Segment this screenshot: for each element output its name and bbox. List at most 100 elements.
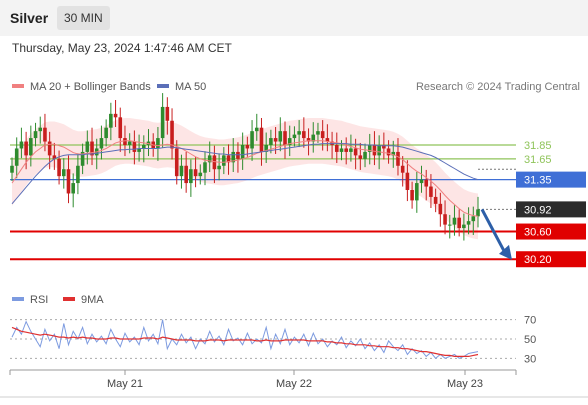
timeframe-badge[interactable]: 30 MIN bbox=[57, 6, 110, 30]
forecast-arrow-head bbox=[499, 244, 512, 260]
candle-body bbox=[222, 155, 226, 166]
candle-body bbox=[466, 221, 471, 225]
ma50-line bbox=[11, 143, 479, 205]
candle-body bbox=[170, 120, 174, 149]
candle-body bbox=[245, 145, 250, 149]
level-tag-text-31.35: 31.35 bbox=[524, 175, 552, 187]
candle-body bbox=[405, 172, 410, 190]
candle-body bbox=[367, 145, 372, 152]
candle-body bbox=[231, 151, 236, 163]
candle-body bbox=[264, 145, 268, 152]
candle-body bbox=[372, 145, 377, 156]
candle-body bbox=[297, 131, 301, 135]
candle-body bbox=[320, 131, 325, 139]
rsi-ma-legend-swatch bbox=[63, 297, 75, 301]
candle-body bbox=[250, 131, 254, 149]
candle-body bbox=[141, 145, 146, 149]
candle-body bbox=[212, 155, 217, 170]
level-tag-30.60 bbox=[516, 223, 586, 240]
candle-body bbox=[66, 169, 71, 194]
candle-body bbox=[287, 138, 292, 145]
candle-body bbox=[29, 138, 33, 156]
candle-body bbox=[14, 148, 19, 166]
candle-body bbox=[273, 138, 278, 142]
candle-body bbox=[259, 127, 264, 152]
candle-body bbox=[240, 145, 245, 159]
candle-body bbox=[306, 138, 311, 142]
candle-body bbox=[391, 151, 396, 156]
candle-body bbox=[80, 151, 85, 166]
candle-body bbox=[339, 148, 344, 152]
candle-body bbox=[160, 106, 165, 139]
candle-body bbox=[193, 169, 198, 177]
candle-body bbox=[292, 134, 297, 139]
rsi-legend-swatch bbox=[12, 297, 24, 301]
candle-body bbox=[203, 162, 207, 173]
candle-body bbox=[207, 155, 212, 163]
candle-body bbox=[396, 151, 400, 166]
candle-body bbox=[33, 131, 38, 139]
candle-body bbox=[165, 106, 170, 121]
level-label-31.65: 31.65 bbox=[524, 154, 552, 166]
candle-body bbox=[400, 165, 405, 173]
candle-body bbox=[38, 127, 43, 132]
candle-body bbox=[47, 141, 52, 156]
candle-body bbox=[24, 141, 28, 156]
rsi-series-9ma-line bbox=[11, 326, 479, 357]
rsi-tick-label-30: 30 bbox=[524, 353, 536, 365]
candle-body bbox=[71, 183, 75, 194]
rsi-tick-label-70: 70 bbox=[524, 315, 536, 327]
forecast-arrow-shaft bbox=[480, 208, 507, 254]
candle-body bbox=[184, 165, 188, 184]
ma50-legend-label: MA 50 bbox=[175, 81, 206, 93]
candle-body bbox=[415, 183, 419, 201]
candle-body bbox=[226, 155, 231, 163]
rsi-legend-label: RSI bbox=[30, 294, 48, 306]
header-bar: Silver 30 MIN bbox=[0, 0, 588, 36]
candle-body bbox=[419, 179, 424, 184]
candle-body bbox=[424, 179, 429, 187]
candle-body bbox=[118, 117, 123, 139]
level-tag-30.20 bbox=[516, 251, 586, 268]
candle-body bbox=[377, 145, 381, 156]
candle-body bbox=[457, 217, 461, 229]
candle-body bbox=[349, 148, 353, 152]
candle-body bbox=[57, 158, 61, 177]
x-tick-label: May 22 bbox=[276, 378, 312, 390]
candle-body bbox=[471, 216, 476, 222]
candle-body bbox=[443, 214, 447, 225]
candle-body bbox=[189, 169, 193, 184]
candle-body bbox=[99, 138, 104, 149]
rsi-tick-label-50: 50 bbox=[524, 334, 536, 346]
level-tag-text-30.92: 30.92 bbox=[524, 204, 552, 216]
bollinger-band bbox=[12, 118, 478, 240]
timestamp: Thursday, May 23, 2024 1:47:46 AM CET bbox=[12, 41, 232, 55]
candle-body bbox=[462, 224, 466, 229]
ma20-line bbox=[11, 140, 479, 217]
candle-body bbox=[278, 131, 283, 142]
candle-body bbox=[52, 155, 57, 159]
level-label-31.85: 31.85 bbox=[524, 140, 552, 152]
rsi-ma-legend-label: 9MA bbox=[81, 294, 104, 306]
level-tag-text-30.20: 30.20 bbox=[524, 254, 552, 266]
candle-body bbox=[353, 148, 358, 156]
candle-body bbox=[132, 141, 137, 152]
candle-body bbox=[85, 141, 90, 152]
candle-body bbox=[76, 165, 80, 184]
candle-body bbox=[113, 113, 118, 118]
candle-body bbox=[19, 141, 24, 149]
ma20-legend-label: MA 20 + Bollinger Bands bbox=[30, 81, 151, 93]
candle-body bbox=[344, 148, 349, 152]
candle-body bbox=[61, 169, 66, 177]
candle-body bbox=[447, 224, 452, 226]
candle-body bbox=[325, 138, 330, 142]
candle-body bbox=[109, 113, 113, 128]
credit-text: Research © 2024 Trading Central bbox=[416, 81, 580, 93]
candle-body bbox=[269, 138, 273, 145]
candle-body bbox=[311, 134, 316, 142]
candle-body bbox=[316, 131, 320, 135]
candle-body bbox=[386, 148, 391, 156]
candle-body bbox=[123, 138, 127, 145]
candle-body bbox=[283, 131, 287, 145]
candle-body bbox=[433, 196, 438, 204]
